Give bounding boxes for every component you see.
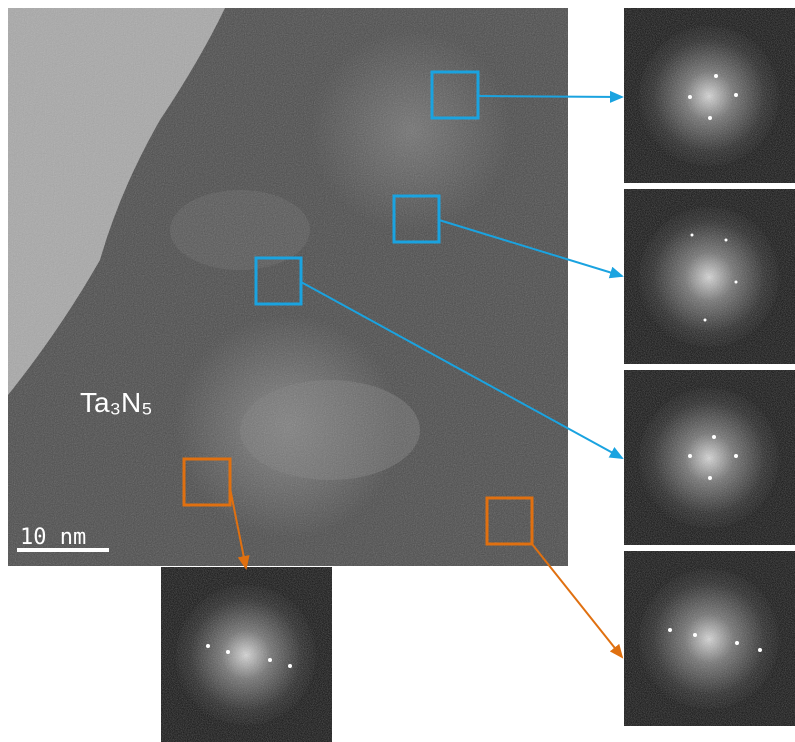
tem-image: [8, 8, 568, 566]
figure: Ta₃N₅ 10 nm: [0, 0, 795, 742]
scale-bar-label: 10 nm: [20, 525, 86, 550]
material-label: Ta₃N₅: [80, 387, 152, 418]
